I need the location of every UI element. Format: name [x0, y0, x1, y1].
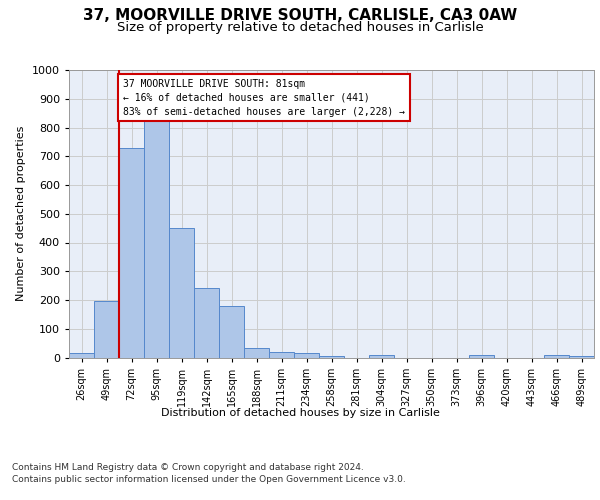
Bar [194, 288, 219, 358]
Bar [269, 352, 294, 358]
Bar [119, 148, 144, 358]
Bar [319, 356, 344, 358]
Text: Contains HM Land Registry data © Crown copyright and database right 2024.: Contains HM Land Registry data © Crown c… [12, 462, 364, 471]
Bar [294, 353, 319, 358]
Bar [94, 302, 119, 358]
Bar [244, 348, 269, 358]
Text: Contains public sector information licensed under the Open Government Licence v3: Contains public sector information licen… [12, 475, 406, 484]
Bar [169, 228, 194, 358]
Bar [369, 355, 394, 358]
Bar [219, 306, 244, 358]
Bar [569, 356, 594, 358]
Y-axis label: Number of detached properties: Number of detached properties [16, 126, 26, 302]
Bar [469, 355, 494, 358]
Text: 37, MOORVILLE DRIVE SOUTH, CARLISLE, CA3 0AW: 37, MOORVILLE DRIVE SOUTH, CARLISLE, CA3… [83, 8, 517, 22]
Bar [144, 116, 169, 358]
Text: Distribution of detached houses by size in Carlisle: Distribution of detached houses by size … [161, 408, 439, 418]
Text: Size of property relative to detached houses in Carlisle: Size of property relative to detached ho… [116, 21, 484, 34]
Text: 37 MOORVILLE DRIVE SOUTH: 81sqm
← 16% of detached houses are smaller (441)
83% o: 37 MOORVILLE DRIVE SOUTH: 81sqm ← 16% of… [123, 78, 405, 116]
Bar [69, 353, 94, 358]
Bar [544, 355, 569, 358]
